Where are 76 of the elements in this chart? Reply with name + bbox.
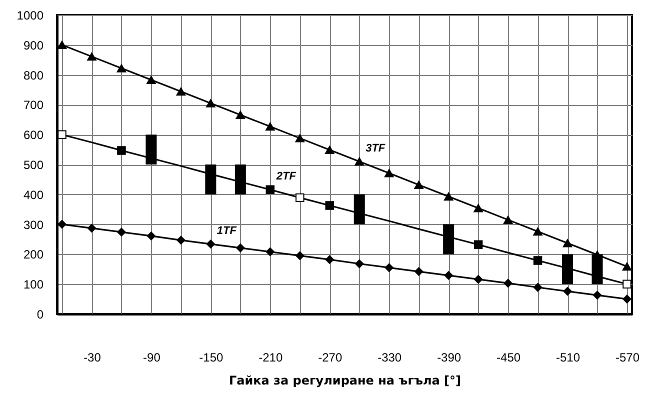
- point: [324, 146, 334, 154]
- x-tick-label: -150: [199, 350, 224, 364]
- y-tick-label: 700: [23, 98, 44, 112]
- y-tick-label: 800: [23, 68, 44, 82]
- x-tick-label: -330: [378, 350, 402, 364]
- point: [236, 244, 245, 252]
- point: [117, 146, 126, 155]
- point: [296, 193, 304, 202]
- point: [176, 87, 186, 96]
- x-tick-label: -390: [437, 350, 462, 364]
- x-tick-label: -450: [496, 350, 521, 364]
- series-label: 2TF: [275, 170, 296, 183]
- point: [474, 274, 483, 284]
- y-tick-label: 100: [23, 278, 44, 292]
- point: [57, 40, 67, 50]
- point: [354, 157, 364, 166]
- point: [533, 283, 542, 292]
- point: [325, 255, 334, 264]
- y-tick-label: 500: [23, 158, 44, 172]
- point: [533, 256, 542, 265]
- y-tick-label: 0: [36, 308, 44, 322]
- point: [116, 64, 126, 72]
- point: [622, 262, 632, 271]
- point: [384, 169, 394, 178]
- point: [266, 247, 275, 256]
- bar: [234, 164, 246, 194]
- series-label: 1TF: [216, 225, 237, 238]
- point: [414, 267, 424, 276]
- point: [354, 259, 364, 268]
- point: [592, 290, 602, 300]
- y-tick-label: 300: [23, 218, 44, 232]
- point: [622, 294, 632, 304]
- point: [474, 204, 483, 212]
- point: [474, 240, 483, 250]
- point: [295, 134, 305, 142]
- point: [325, 201, 334, 210]
- point: [58, 130, 66, 139]
- x-tick-label: -30: [84, 350, 102, 364]
- point: [384, 263, 394, 272]
- y-tick-label: 1000: [16, 8, 44, 22]
- point: [503, 216, 513, 224]
- point: [504, 278, 512, 288]
- x-axis-title: Гайка за регулиране на ъгъла [°]: [228, 374, 462, 388]
- point: [265, 122, 275, 131]
- x-tick-label: -270: [318, 350, 342, 364]
- point: [146, 232, 156, 240]
- point: [622, 280, 632, 288]
- point: [87, 224, 96, 233]
- point: [146, 76, 156, 84]
- point: [206, 240, 216, 248]
- bar: [205, 164, 216, 194]
- point: [296, 251, 304, 260]
- point: [266, 185, 275, 194]
- y-tick-label: 200: [23, 248, 44, 262]
- point: [117, 228, 126, 236]
- y-tick-label: 900: [23, 38, 44, 52]
- point: [87, 52, 96, 61]
- x-tick-label: -510: [556, 350, 580, 364]
- point: [562, 239, 572, 248]
- x-tick-label: -570: [615, 350, 640, 364]
- series-label: 3TF: [366, 142, 386, 155]
- point: [444, 192, 454, 201]
- bar: [443, 224, 454, 254]
- x-tick-label: -90: [143, 350, 161, 364]
- point: [176, 236, 186, 245]
- point: [236, 110, 246, 119]
- point: [444, 271, 453, 280]
- point: [414, 180, 424, 189]
- bar: [354, 194, 365, 224]
- point: [563, 286, 572, 296]
- point: [533, 227, 542, 236]
- y-tick-label: 600: [23, 128, 44, 142]
- y-tick-label: 400: [23, 188, 44, 202]
- x-tick-label: -210: [258, 350, 283, 364]
- point: [58, 220, 66, 229]
- point: [206, 99, 216, 108]
